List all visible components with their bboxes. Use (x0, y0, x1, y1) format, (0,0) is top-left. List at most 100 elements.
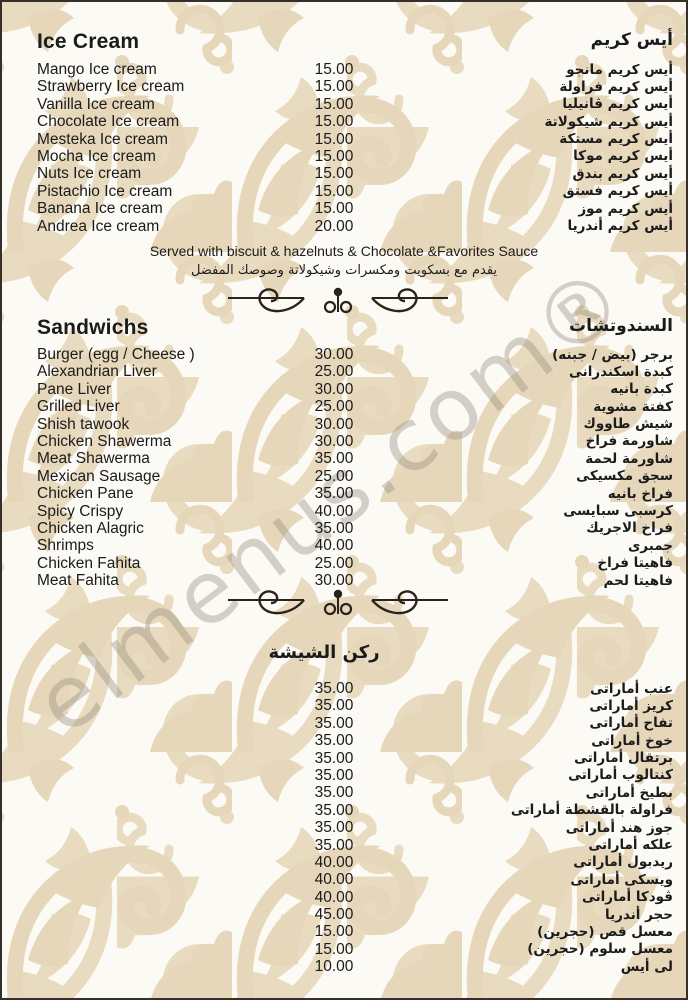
item-name-en: Grilled Liver (37, 398, 120, 416)
item-name-en: Pane Liver (37, 380, 112, 398)
item-price: 35.00 (314, 485, 354, 503)
item-name-ar: عنب أماراتى (590, 680, 673, 697)
item-price: 15.00 (314, 200, 354, 218)
item-price: 35.00 (314, 450, 354, 468)
menu-item-row: 35.00 عنب أماراتى (2, 680, 686, 697)
item-name-en: Meat Shawerma (37, 450, 150, 468)
item-price: 35.00 (314, 749, 354, 767)
item-name-ar: فراخ الاجريك (586, 520, 673, 537)
item-name-en: Mexican Sausage (37, 467, 161, 485)
menu-item-row: Shrimps 40.00 جمبرى (2, 537, 686, 554)
item-name-en: Mesteka Ice cream (37, 130, 168, 148)
item-name-ar: كبدة اسكندرانى (568, 363, 673, 380)
item-name-ar: بطيخ أماراتى (585, 784, 673, 801)
section-header-sandwichs: Sandwichs السندوتشات (37, 316, 673, 342)
item-price: 40.00 (314, 871, 354, 889)
item-name-en: Pistachio Ice cream (37, 182, 173, 200)
serving-note-en: Served with biscuit & hazelnuts & Chocol… (149, 243, 539, 259)
menu-item-row: 35.00 فراولة بالقشطة أماراتى (2, 802, 686, 819)
section-header-shisha: ركن الشيشة (268, 642, 380, 663)
item-name-en: Strawberry Ice cream (37, 78, 185, 96)
menu-item-row: Nuts Ice cream 15.00 أيس كريم بندق (2, 165, 686, 182)
item-name-ar: أيس كريم شيكولاتة (544, 113, 674, 130)
menu-item-row: Meat Shawerma 35.00 شاورمة لحمة (2, 450, 686, 467)
item-price: 35.00 (314, 680, 354, 697)
item-price: 35.00 (314, 697, 354, 715)
item-name-ar: فراولة بالقشطة أماراتى (510, 802, 673, 819)
item-price: 25.00 (314, 467, 354, 485)
menu-item-row: 10.00 لى أيس (2, 958, 686, 975)
menu-item-row: Strawberry Ice cream 15.00 أيس كريم فراولة (2, 78, 686, 95)
item-name-ar: أيس كريم بندق (572, 165, 673, 182)
item-price: 10.00 (314, 958, 354, 976)
item-price: 35.00 (314, 784, 354, 802)
menu-item-row: Chocolate Ice cream 15.00 أيس كريم شيكولات… (2, 113, 686, 130)
item-name-ar: أيس كريم فستق (562, 183, 673, 200)
item-name-en: Chicken Pane (37, 485, 134, 503)
item-name-ar: فاهيتا فراخ (597, 555, 673, 572)
item-name-ar: معسل قص (حجرين) (537, 923, 673, 940)
item-price: 15.00 (314, 95, 354, 113)
section-header-ice-cream: Ice Cream أيس كريم (37, 30, 673, 56)
item-price: 15.00 (314, 165, 354, 183)
item-price: 30.00 (314, 415, 354, 433)
item-name-en: Nuts Ice cream (37, 165, 142, 183)
item-name-en: Shish tawook (37, 415, 130, 433)
menu-item-row: Alexandrian Liver 25.00 كبدة اسكندرانى (2, 363, 686, 380)
menu-items-ice-cream: Mango Ice cream 15.00 أيس كريم مانجو Strawb… (2, 61, 686, 235)
item-name-ar: فراخ بانيه (607, 485, 673, 502)
menu-item-row: 35.00 كريز أماراتى (2, 697, 686, 714)
menu-item-row: Chicken Shawerma 30.00 شاورمة فراخ (2, 433, 686, 450)
item-name-ar: لى أيس (620, 958, 673, 975)
item-name-en: Burger (egg / Cheese ) (37, 346, 195, 363)
item-price: 30.00 (314, 346, 354, 363)
item-name-ar: فاهيتا لحم (603, 572, 673, 589)
item-name-ar: حجر أندريا (605, 906, 673, 923)
item-price: 40.00 (314, 853, 354, 871)
section-title-ar: السندوتشات (569, 316, 673, 336)
item-name-ar: علكه أماراتى (588, 837, 673, 854)
menu-item-row: Meat Fahita 30.00 فاهيتا لحم (2, 572, 686, 589)
item-name-ar: شاورمة لحمة (585, 450, 673, 467)
item-name-ar: ويسكى أماراتى (570, 871, 673, 888)
item-price: 30.00 (314, 572, 354, 590)
menu-item-row: 35.00 تفاح أماراتى (2, 715, 686, 732)
item-price: 35.00 (314, 819, 354, 837)
menu-item-row: 40.00 ريدبول أماراتى (2, 854, 686, 871)
item-name-en: Meat Fahita (37, 572, 119, 590)
item-price: 30.00 (314, 432, 354, 450)
item-name-ar: شاورمة فراخ (585, 433, 673, 450)
menu-items-shisha: 35.00 عنب أماراتى 35.00 كريز أماراتى 35.00 تف… (2, 680, 686, 976)
menu-item-row: 35.00 كنتالوب أماراتى (2, 767, 686, 784)
item-name-en: Chocolate Ice cream (37, 113, 180, 131)
menu-item-row: Chicken Pane 35.00 فراخ بانيه (2, 485, 686, 502)
menu-item-row: 35.00 خوخ أماراتى (2, 732, 686, 749)
item-name-ar: جوز هند أماراتى (565, 819, 673, 836)
item-price: 35.00 (314, 732, 354, 750)
menu-item-row: Banana Ice cream 15.00 أيس كريم موز (2, 200, 686, 217)
item-price: 15.00 (314, 78, 354, 96)
menu-item-row: Mesteka Ice cream 15.00 أيس كريم مستكة (2, 131, 686, 148)
menu-item-row: Spicy Crispy 40.00 كرسبى سبايسى (2, 503, 686, 520)
item-name-ar: أيس كريم موكا (573, 148, 673, 165)
item-price: 35.00 (314, 766, 354, 784)
menu-item-row: Pistachio Ice cream 15.00 أيس كريم فستق (2, 183, 686, 200)
menu-item-row: Burger (egg / Cheese ) 30.00 برجر (بيض / ج… (2, 346, 686, 363)
item-price: 15.00 (314, 147, 354, 165)
item-name-en: Chicken Shawerma (37, 432, 172, 450)
item-price: 40.00 (314, 537, 354, 555)
item-price: 15.00 (314, 923, 354, 941)
menu-item-row: 15.00 معسل قص (حجرين) (2, 923, 686, 940)
item-name-en: Mango Ice cream (37, 61, 157, 78)
item-price: 40.00 (314, 888, 354, 906)
menu-items-sandwichs: Burger (egg / Cheese ) 30.00 برجر (بيض / ج… (2, 346, 686, 589)
item-price: 15.00 (314, 113, 354, 131)
item-price: 30.00 (314, 380, 354, 398)
item-name-en: Spicy Crispy (37, 502, 124, 520)
menu-item-row: Mexican Sausage 25.00 سجق مكسيكى (2, 468, 686, 485)
item-price: 15.00 (314, 61, 354, 78)
item-name-en: Shrimps (37, 537, 94, 555)
menu-item-row: 40.00 ويسكى أماراتى (2, 871, 686, 888)
